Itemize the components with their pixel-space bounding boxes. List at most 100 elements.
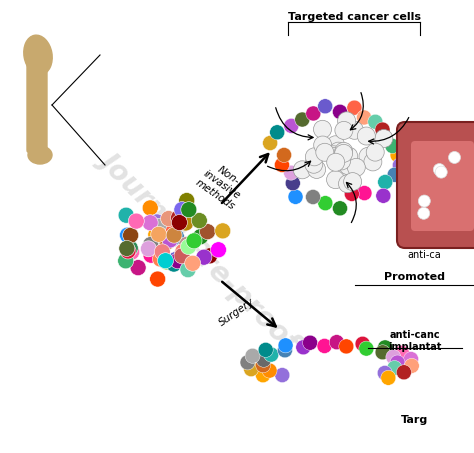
Circle shape bbox=[356, 110, 372, 125]
Circle shape bbox=[255, 358, 271, 373]
Circle shape bbox=[357, 127, 375, 145]
Circle shape bbox=[340, 147, 358, 165]
Circle shape bbox=[168, 251, 184, 267]
Circle shape bbox=[270, 125, 285, 140]
Circle shape bbox=[332, 104, 347, 119]
Circle shape bbox=[327, 171, 345, 188]
Circle shape bbox=[192, 229, 209, 245]
Circle shape bbox=[143, 247, 159, 263]
FancyBboxPatch shape bbox=[411, 141, 474, 231]
Circle shape bbox=[275, 367, 290, 383]
Circle shape bbox=[175, 244, 191, 260]
Circle shape bbox=[157, 253, 173, 269]
Circle shape bbox=[368, 114, 383, 129]
Circle shape bbox=[375, 345, 390, 360]
Circle shape bbox=[337, 112, 356, 130]
Circle shape bbox=[419, 195, 430, 207]
Circle shape bbox=[118, 207, 134, 223]
Circle shape bbox=[181, 239, 197, 255]
Circle shape bbox=[331, 146, 349, 164]
Circle shape bbox=[390, 148, 405, 163]
Circle shape bbox=[120, 243, 136, 259]
Ellipse shape bbox=[24, 35, 52, 75]
Text: Journal Pre-proof: Journal Pre-proof bbox=[95, 145, 305, 355]
Circle shape bbox=[164, 231, 179, 247]
Circle shape bbox=[277, 343, 292, 358]
Circle shape bbox=[150, 218, 166, 234]
Circle shape bbox=[385, 139, 400, 154]
Circle shape bbox=[255, 368, 271, 383]
Circle shape bbox=[448, 151, 461, 164]
Circle shape bbox=[159, 254, 175, 270]
Circle shape bbox=[418, 207, 430, 219]
Circle shape bbox=[149, 214, 165, 230]
Circle shape bbox=[305, 148, 323, 166]
Circle shape bbox=[302, 335, 318, 350]
Circle shape bbox=[172, 215, 187, 231]
FancyBboxPatch shape bbox=[27, 57, 47, 153]
Circle shape bbox=[332, 201, 347, 216]
Text: Targ: Targ bbox=[401, 415, 428, 425]
Circle shape bbox=[404, 358, 419, 373]
Circle shape bbox=[244, 361, 259, 376]
Circle shape bbox=[325, 146, 343, 164]
Circle shape bbox=[264, 347, 279, 362]
Circle shape bbox=[140, 241, 156, 257]
Circle shape bbox=[397, 125, 411, 140]
Ellipse shape bbox=[28, 146, 52, 164]
Circle shape bbox=[378, 340, 392, 355]
Circle shape bbox=[178, 215, 194, 231]
Circle shape bbox=[263, 135, 278, 150]
Circle shape bbox=[359, 147, 377, 165]
Text: Surgery: Surgery bbox=[218, 296, 256, 328]
Circle shape bbox=[285, 176, 301, 191]
Circle shape bbox=[378, 174, 392, 189]
Circle shape bbox=[329, 142, 347, 160]
Circle shape bbox=[119, 227, 136, 243]
Circle shape bbox=[327, 153, 345, 171]
Circle shape bbox=[161, 211, 177, 226]
Circle shape bbox=[403, 352, 419, 366]
Circle shape bbox=[288, 189, 303, 204]
Circle shape bbox=[210, 242, 227, 258]
Text: Non-
invasive
methods: Non- invasive methods bbox=[194, 158, 250, 212]
Circle shape bbox=[296, 340, 311, 355]
Circle shape bbox=[338, 175, 356, 193]
Circle shape bbox=[185, 255, 201, 271]
Text: Promoted: Promoted bbox=[384, 272, 446, 282]
Circle shape bbox=[153, 251, 168, 267]
Circle shape bbox=[306, 106, 321, 121]
Circle shape bbox=[347, 100, 362, 115]
Circle shape bbox=[274, 158, 290, 173]
Circle shape bbox=[293, 161, 311, 179]
Circle shape bbox=[387, 167, 402, 182]
Circle shape bbox=[346, 121, 364, 140]
Circle shape bbox=[186, 233, 202, 249]
Circle shape bbox=[142, 215, 158, 231]
Circle shape bbox=[381, 370, 396, 386]
Circle shape bbox=[327, 147, 345, 165]
Circle shape bbox=[355, 336, 370, 351]
Circle shape bbox=[276, 148, 292, 163]
Circle shape bbox=[317, 338, 332, 353]
Circle shape bbox=[174, 202, 190, 217]
Circle shape bbox=[164, 218, 180, 234]
Circle shape bbox=[130, 260, 146, 275]
Circle shape bbox=[215, 223, 231, 239]
Circle shape bbox=[180, 262, 196, 278]
Circle shape bbox=[128, 213, 144, 229]
Circle shape bbox=[366, 143, 384, 161]
Circle shape bbox=[390, 355, 405, 370]
Circle shape bbox=[392, 158, 407, 173]
Circle shape bbox=[142, 200, 158, 216]
Circle shape bbox=[170, 253, 186, 269]
FancyBboxPatch shape bbox=[397, 122, 474, 248]
Circle shape bbox=[245, 348, 260, 363]
Circle shape bbox=[329, 335, 344, 350]
Circle shape bbox=[357, 186, 372, 201]
Circle shape bbox=[179, 193, 195, 208]
Circle shape bbox=[364, 153, 382, 171]
Circle shape bbox=[344, 186, 359, 202]
Circle shape bbox=[394, 345, 410, 360]
Circle shape bbox=[330, 148, 348, 165]
